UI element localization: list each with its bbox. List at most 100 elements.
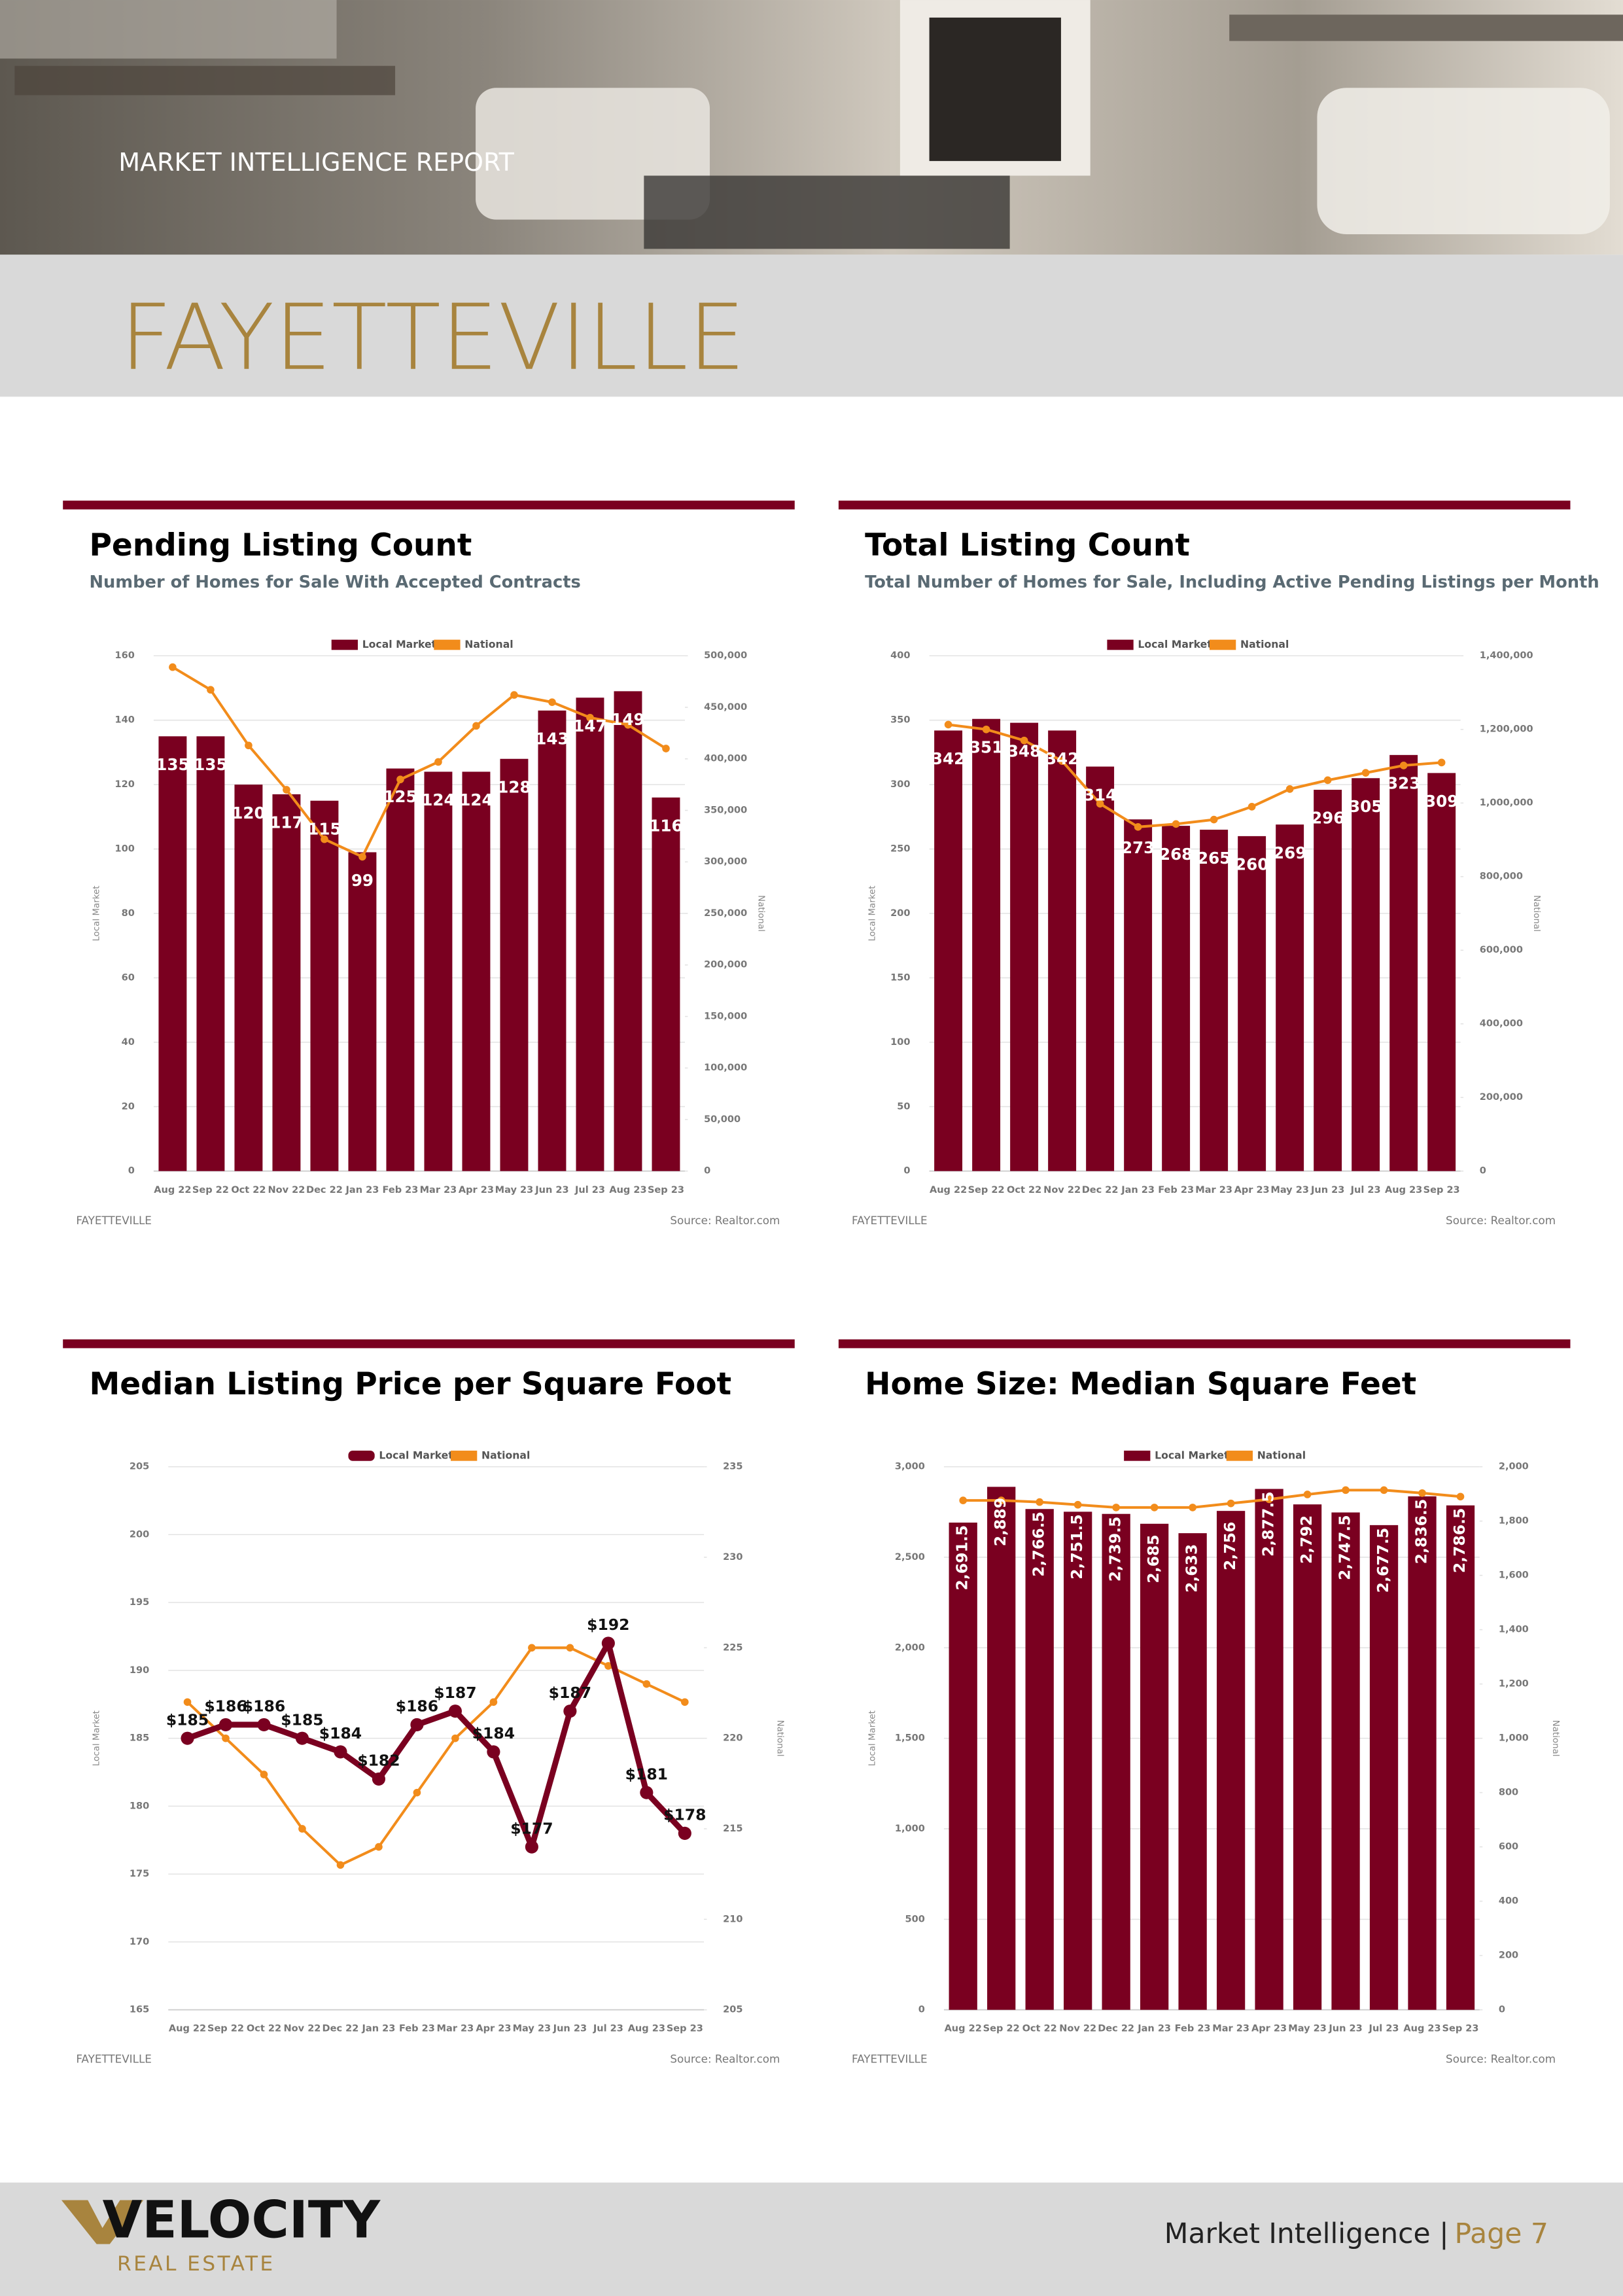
bar (272, 794, 301, 1171)
x-tick-label: May 23 (495, 1185, 534, 1195)
x-tick-label: Jan 23 (345, 1185, 379, 1195)
point (396, 775, 404, 784)
y-tick-label: 165 (130, 2005, 149, 2015)
data-label: 2,751.5 (1068, 1514, 1086, 1580)
bar (1389, 754, 1418, 1171)
bar (1293, 1504, 1322, 2010)
bar (462, 771, 491, 1171)
data-label: 269 (1273, 843, 1306, 862)
brand: VELOCITY (103, 2191, 381, 2250)
data-label: 2,691.5 (953, 1525, 971, 1591)
point (982, 725, 990, 733)
point (448, 1704, 462, 1718)
data-label: 128 (497, 777, 531, 796)
point (681, 1698, 689, 1706)
point (1134, 822, 1142, 831)
data-label: 143 (535, 730, 568, 749)
point (548, 698, 556, 706)
point (336, 1861, 345, 1869)
bar (1102, 1513, 1130, 2010)
bar (934, 730, 963, 1171)
point (222, 1734, 230, 1742)
x-tick-label: Sep 22 (207, 2024, 244, 2034)
bar (652, 797, 680, 1171)
y-tick-label: 400 (890, 650, 910, 661)
y2-tick-label: 100,000 (704, 1063, 747, 1073)
y-tick-label: 500 (905, 1914, 925, 1924)
data-label: 124 (421, 790, 455, 809)
data-label: 2,786.5 (1450, 1508, 1469, 1574)
data-label: 342 (932, 749, 965, 768)
data-label: $185 (281, 1710, 323, 1729)
y2-tick-label: 210 (723, 1914, 742, 1924)
page-footer: Market Intelligence | Page 7 (1164, 2218, 1548, 2250)
data-label: $187 (434, 1684, 476, 1702)
data-label: 2,766.5 (1030, 1511, 1048, 1577)
legend-label: Local Market (1155, 1449, 1229, 1461)
x-tick-label: Sep 23 (1442, 2024, 1479, 2034)
y2-tick-label: 1,200 (1499, 1679, 1529, 1689)
y2-axis-label: National (1550, 1720, 1560, 1757)
y-axis-label: Local Market (867, 885, 877, 941)
point (604, 1662, 612, 1670)
bar (1331, 1512, 1360, 2010)
point (1342, 1486, 1350, 1494)
point (1248, 803, 1256, 811)
data-label: $186 (243, 1697, 285, 1716)
point (1210, 815, 1218, 824)
x-tick-label: Jul 23 (593, 2024, 623, 2034)
bar (1352, 778, 1380, 1171)
y-tick-label: 205 (130, 1462, 149, 1472)
y2-axis-label: National (1531, 895, 1541, 932)
y-tick-label: 195 (130, 1597, 149, 1608)
y-tick-label: 150 (890, 972, 910, 983)
data-label: $192 (587, 1616, 629, 1634)
bar (1446, 1505, 1475, 2010)
y2-tick-label: 1,400 (1499, 1625, 1529, 1635)
bar (234, 785, 263, 1171)
point (1227, 1499, 1235, 1508)
panel-rule (838, 1339, 1571, 1349)
line (186, 1646, 686, 1867)
y-tick-label: 200 (130, 1529, 149, 1540)
bar (1238, 836, 1266, 1171)
y-tick-label: 80 (122, 908, 135, 919)
y2-tick-label: 600 (1499, 1842, 1518, 1852)
y2-tick-label: 450,000 (704, 702, 747, 713)
y-tick-label: 2,500 (895, 1552, 925, 1563)
bar (500, 758, 529, 1171)
y2-tick-label: 200,000 (704, 960, 747, 970)
bar (1314, 790, 1342, 1171)
x-tick-label: Jan 23 (1137, 2024, 1171, 2034)
point (298, 1825, 306, 1833)
line (948, 723, 1442, 828)
legend-swatch (1210, 639, 1236, 650)
x-tick-label: May 23 (513, 2024, 551, 2034)
point (1189, 1504, 1196, 1511)
legend-swatch (1226, 1451, 1253, 1461)
y2-tick-label: 230 (723, 1552, 742, 1563)
line (186, 1640, 688, 1850)
y2-tick-label: 800,000 (1480, 872, 1523, 882)
y-tick-label: 170 (130, 1937, 149, 1947)
point (375, 1843, 383, 1851)
x-tick-label: Aug 23 (1403, 2024, 1440, 2034)
bar (1427, 773, 1456, 1171)
y-tick-label: 50 (897, 1101, 910, 1112)
data-label: 323 (1387, 774, 1420, 793)
charts: Pending Listing Count Number of Homes for… (63, 501, 1599, 2066)
data-label: 305 (1349, 797, 1382, 816)
y-tick-label: 40 (122, 1037, 135, 1048)
bar (424, 771, 453, 1171)
y2-tick-label: 205 (723, 2005, 742, 2015)
header-photo (0, 0, 1623, 255)
bar (1162, 826, 1191, 1171)
x-tick-label: Aug 23 (1385, 1185, 1422, 1195)
x-tick-label: Sep 22 (192, 1185, 229, 1195)
data-label: 2,756 (1221, 1522, 1239, 1570)
legend-label: Local Market (362, 638, 437, 650)
legend-label: National (1240, 638, 1289, 650)
point (1020, 736, 1028, 745)
point (1399, 762, 1408, 769)
bar (576, 698, 604, 1171)
